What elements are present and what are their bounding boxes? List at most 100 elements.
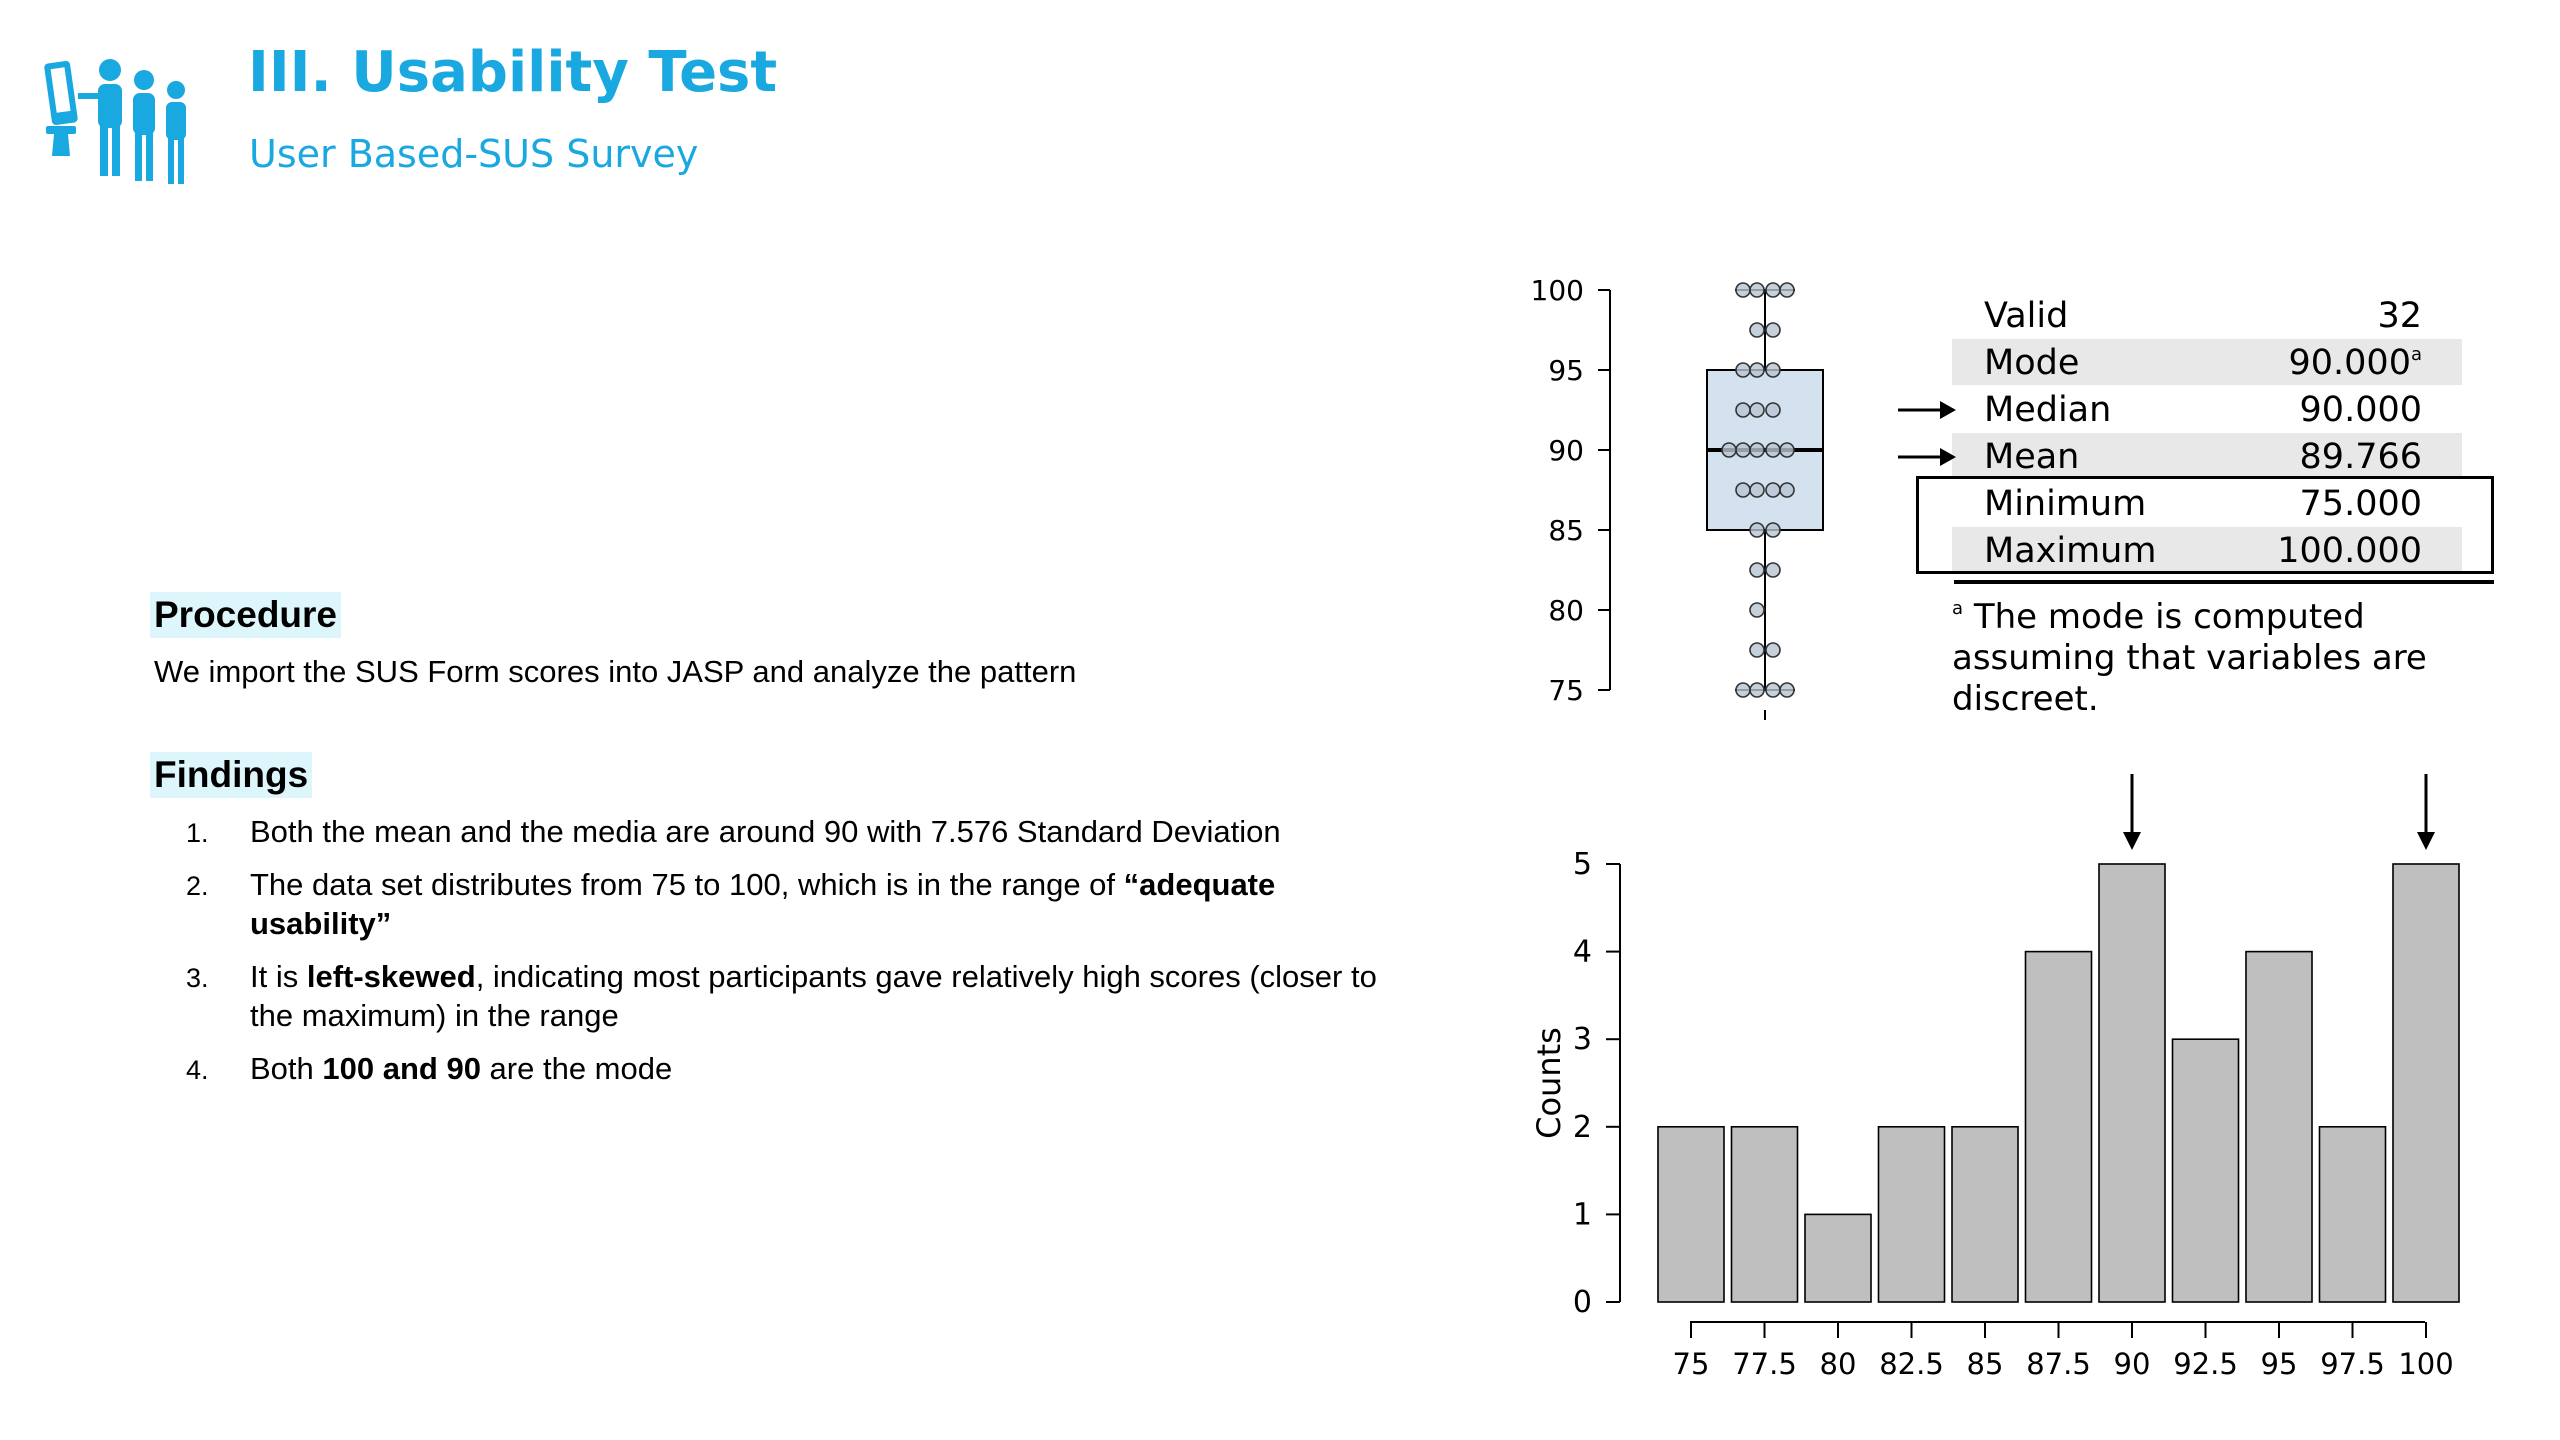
footnote-text: The mode is computed assuming that varia…	[1952, 597, 2427, 719]
arrow-down-icon-head	[2123, 832, 2141, 850]
finding-number: 4.	[186, 1055, 209, 1085]
box-data-point	[1749, 322, 1765, 338]
hist-y-tick-label: 1	[1573, 1197, 1592, 1232]
min-max-highlight-box	[1916, 476, 2494, 574]
procedure-heading: Procedure	[150, 592, 342, 638]
box-data-point	[1765, 402, 1781, 418]
stats-value: 100.000	[2277, 531, 2422, 571]
box-data-point	[1749, 642, 1765, 658]
stats-row: Maximum 100.000	[1952, 527, 2462, 573]
finding-text: It is	[250, 959, 307, 994]
stats-label: Median	[1984, 390, 2112, 430]
hist-x-tick-label: 82.5	[1879, 1347, 1944, 1381]
finding-text: 100 and 90	[322, 1051, 481, 1086]
stats-label: Maximum	[1984, 531, 2157, 571]
box-data-point	[1765, 682, 1781, 698]
finding-text: left-skewed	[306, 959, 476, 994]
box-data-point	[1749, 282, 1765, 298]
stats-value: 90.000a	[2288, 343, 2423, 383]
box-data-point	[1749, 362, 1765, 378]
descriptives-table: Valid 32 Mode 90.000a Median 90.000 Mean 89.766…	[1898, 280, 2500, 720]
hist-y-tick-label: 5	[1573, 847, 1592, 882]
box-data-point	[1779, 482, 1795, 498]
stats-row: Minimum 75.000	[1952, 480, 2462, 526]
finding-text: Both the mean and the media are around 9…	[250, 814, 1281, 849]
box-data-point	[1765, 282, 1781, 298]
finding-text: are the mode	[480, 1051, 673, 1086]
box-data-point	[1765, 642, 1781, 658]
hist-bar	[2024, 950, 2093, 1303]
box-data-point	[1765, 322, 1781, 338]
table-footnote: a The mode is computed assuming that var…	[1952, 588, 2492, 720]
box-plot: 75 80 85 90 95 100	[1531, 274, 1824, 720]
box-y-tick-label: 80	[1548, 594, 1584, 627]
hist-bar	[1804, 1213, 1872, 1303]
findings-heading: Findings	[150, 752, 313, 798]
box-data-point	[1735, 482, 1751, 498]
stats-label: Valid	[1984, 296, 2069, 336]
finding-item: 3. It is left-skewed, indicating most par…	[150, 957, 1380, 1035]
box-data-point	[1779, 682, 1795, 698]
hist-bar	[1657, 1125, 1725, 1303]
arrow-down-icon-head	[2417, 832, 2435, 850]
box-data-point	[1749, 442, 1765, 458]
box-data-point	[1765, 522, 1781, 538]
stats-value: 90.000	[2299, 390, 2422, 430]
box-data-point	[1735, 682, 1751, 698]
box-data-point	[1765, 362, 1781, 378]
hist-bar	[2098, 863, 2166, 1303]
stats-value: 89.766	[2299, 437, 2422, 477]
box-data-point	[1749, 482, 1765, 498]
box-data-point	[1735, 402, 1751, 418]
box-data-point	[1749, 602, 1765, 618]
box-y-tick-label: 75	[1548, 674, 1584, 707]
box-data-point	[1749, 682, 1765, 698]
arrow-right-icon	[1898, 401, 1956, 419]
hist-y-tick-label: 3	[1573, 1022, 1592, 1057]
finding-item: 2. The data set distributes from 75 to 10…	[150, 865, 1380, 943]
hist-x-tick-label: 95	[2261, 1347, 2298, 1381]
stats-row: Median 90.000	[1898, 386, 2462, 432]
findings-list: 1. Both the mean and the media are around…	[150, 812, 1380, 1102]
finding-text: , indicating most participants gave rela…	[250, 959, 1377, 1033]
finding-number: 1.	[186, 818, 209, 848]
finding-item: 4. Both 100 and 90 are the mode	[150, 1049, 1380, 1088]
hist-x-tick-label: 77.5	[1732, 1347, 1797, 1381]
stats-value: 75.000	[2299, 484, 2422, 524]
box-data-point	[1721, 442, 1737, 458]
finding-text: “adequate usability”	[250, 867, 1276, 941]
finding-text: The data set distributes from 75 to 100,…	[250, 867, 1124, 902]
hist-y-tick-label: 2	[1573, 1110, 1592, 1145]
finding-number: 3.	[186, 963, 209, 993]
box-data-point	[1735, 442, 1751, 458]
hist-y-tick-label: 0	[1573, 1285, 1592, 1320]
box-data-point	[1779, 282, 1795, 298]
page-subtitle: User Based-SUS Survey	[249, 132, 699, 176]
box-data-point	[1779, 442, 1795, 458]
box-data-point	[1749, 402, 1765, 418]
finding-number: 2.	[186, 871, 209, 901]
stats-label: Minimum	[1984, 484, 2147, 524]
stats-label: Mean	[1984, 437, 2080, 477]
arrow-right-icon	[1898, 448, 1956, 466]
box-y-tick-label: 90	[1548, 434, 1584, 467]
hist-bar	[1877, 1125, 1946, 1303]
users-kiosk-icon	[44, 59, 186, 184]
stats-row: Mode 90.000a	[1952, 339, 2462, 385]
hist-y-tick-label: 4	[1573, 935, 1592, 970]
stats-value: 32	[2377, 296, 2422, 336]
procedure-text: We import the SUS Form scores into JASP …	[154, 654, 1077, 689]
hist-bar	[1951, 1125, 2019, 1303]
hist-x-tick-label: 87.5	[2026, 1347, 2091, 1381]
hist-x-tick-label: 97.5	[2320, 1347, 2385, 1381]
box-data-point	[1749, 522, 1765, 538]
box-data-point	[1735, 282, 1751, 298]
box-data-point	[1765, 482, 1781, 498]
table-bottom-rule	[1954, 580, 2494, 584]
finding-text: Both	[250, 1051, 323, 1086]
hist-bar	[1730, 1125, 1799, 1303]
stats-row: Mean 89.766	[1898, 433, 2462, 479]
hist-x-tick-label: 100	[2398, 1347, 2453, 1381]
hist-x-tick-label: 80	[1820, 1347, 1857, 1381]
box-data-point	[1765, 562, 1781, 578]
